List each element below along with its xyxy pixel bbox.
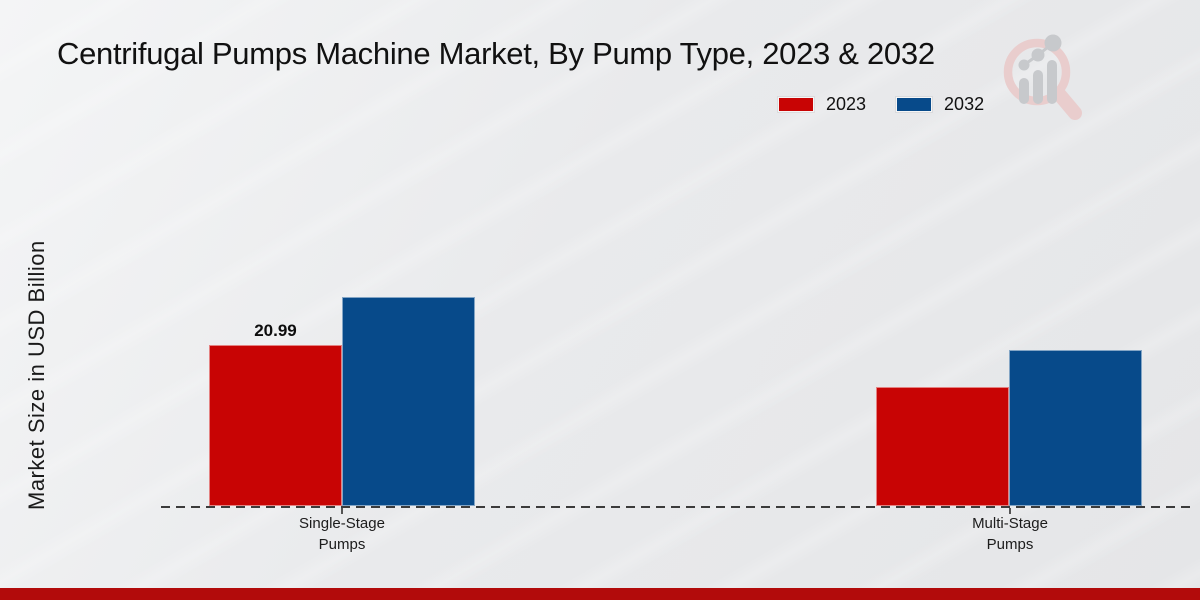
legend-label-2023: 2023 xyxy=(826,94,867,114)
bar-group-single-stage-pumps xyxy=(209,94,475,506)
x-axis-baseline xyxy=(161,506,1190,508)
bar-2023-multi-stage-pumps xyxy=(876,387,1009,506)
data-label-2023-single-stage: 20.99 xyxy=(254,321,297,340)
category-label-multi-stage: Multi-Stage Pumps xyxy=(972,515,1048,553)
footer-red-band xyxy=(0,588,1200,600)
bar-2032-single-stage-pumps xyxy=(342,297,475,506)
legend-swatch-2023 xyxy=(778,97,814,112)
axis-tick-single-stage xyxy=(341,508,343,514)
category-label-single-stage: Single-Stage Pumps xyxy=(299,515,385,553)
bar-2032-multi-stage-pumps xyxy=(1009,350,1142,506)
legend-item-2023: 2023 xyxy=(778,94,866,115)
legend-item-2032: 2032 xyxy=(896,94,984,115)
legend: 2023 2032 xyxy=(778,94,984,115)
legend-swatch-2032 xyxy=(896,97,933,112)
y-axis-label: Market Size in USD Billion xyxy=(24,240,49,510)
bar-group-multi-stage-pumps xyxy=(876,94,1142,506)
legend-label-2032: 2032 xyxy=(944,94,985,114)
bar-2023-single-stage-pumps xyxy=(209,345,342,506)
axis-tick-multi-stage xyxy=(1009,508,1011,514)
bar-chart-magnifier-logo xyxy=(1003,34,1082,120)
chart-title: Centrifugal Pumps Machine Market, By Pum… xyxy=(57,36,935,71)
